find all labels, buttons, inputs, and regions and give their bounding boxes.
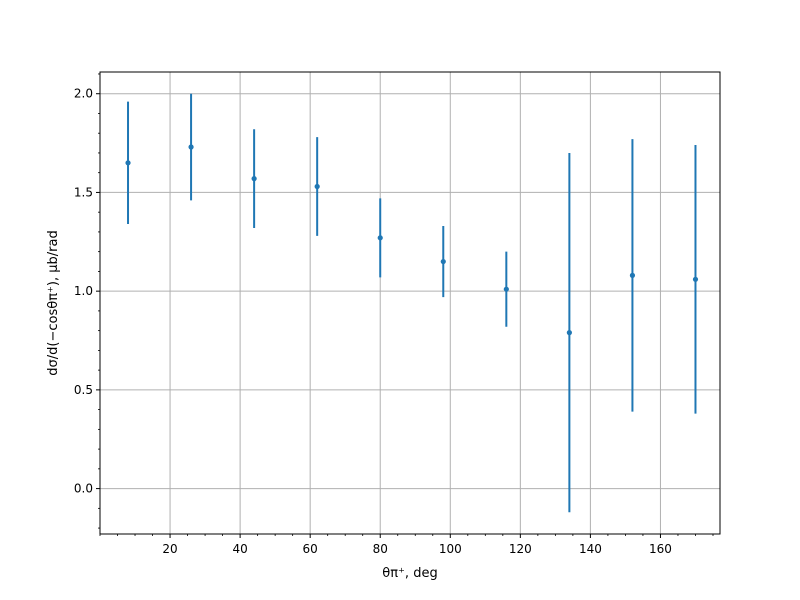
x-tick-label: 160: [649, 542, 672, 556]
x-tick-label: 120: [509, 542, 532, 556]
x-tick-label: 140: [579, 542, 602, 556]
y-tick-label: 1.5: [74, 185, 93, 199]
x-tick-label: 40: [232, 542, 247, 556]
data-point: [692, 276, 699, 282]
y-tick-label: 1.0: [74, 284, 93, 298]
x-axis-label: θπ⁺, deg: [382, 566, 437, 581]
data-point: [377, 235, 383, 241]
x-tick-label: 20: [162, 542, 177, 556]
plot-frame: [99, 71, 721, 535]
data-point: [629, 272, 636, 278]
y-tick-label: 0.0: [74, 482, 93, 496]
grid: [100, 72, 720, 534]
data-point: [440, 258, 446, 265]
data-point: [503, 286, 509, 292]
data-point: [314, 183, 320, 190]
x-tick-label: 100: [439, 542, 462, 556]
data-point: [188, 144, 194, 150]
y-tick-label: 0.5: [74, 383, 93, 397]
data-point: [566, 330, 572, 336]
data-marks: [125, 93, 699, 513]
x-tick-label: 80: [373, 542, 388, 556]
data-point: [125, 160, 131, 166]
data-point: [251, 176, 257, 182]
y-axis-label: dσ/d(−cosθπ⁺), μb/rad: [46, 230, 61, 375]
y-tick-label: 2.0: [74, 87, 93, 101]
axis-ticks: 20 40 60 80 100 120 140 160 0.0 0.5 1.0 1.5 2.0: [74, 73, 714, 556]
x-tick-label: 60: [303, 542, 318, 556]
